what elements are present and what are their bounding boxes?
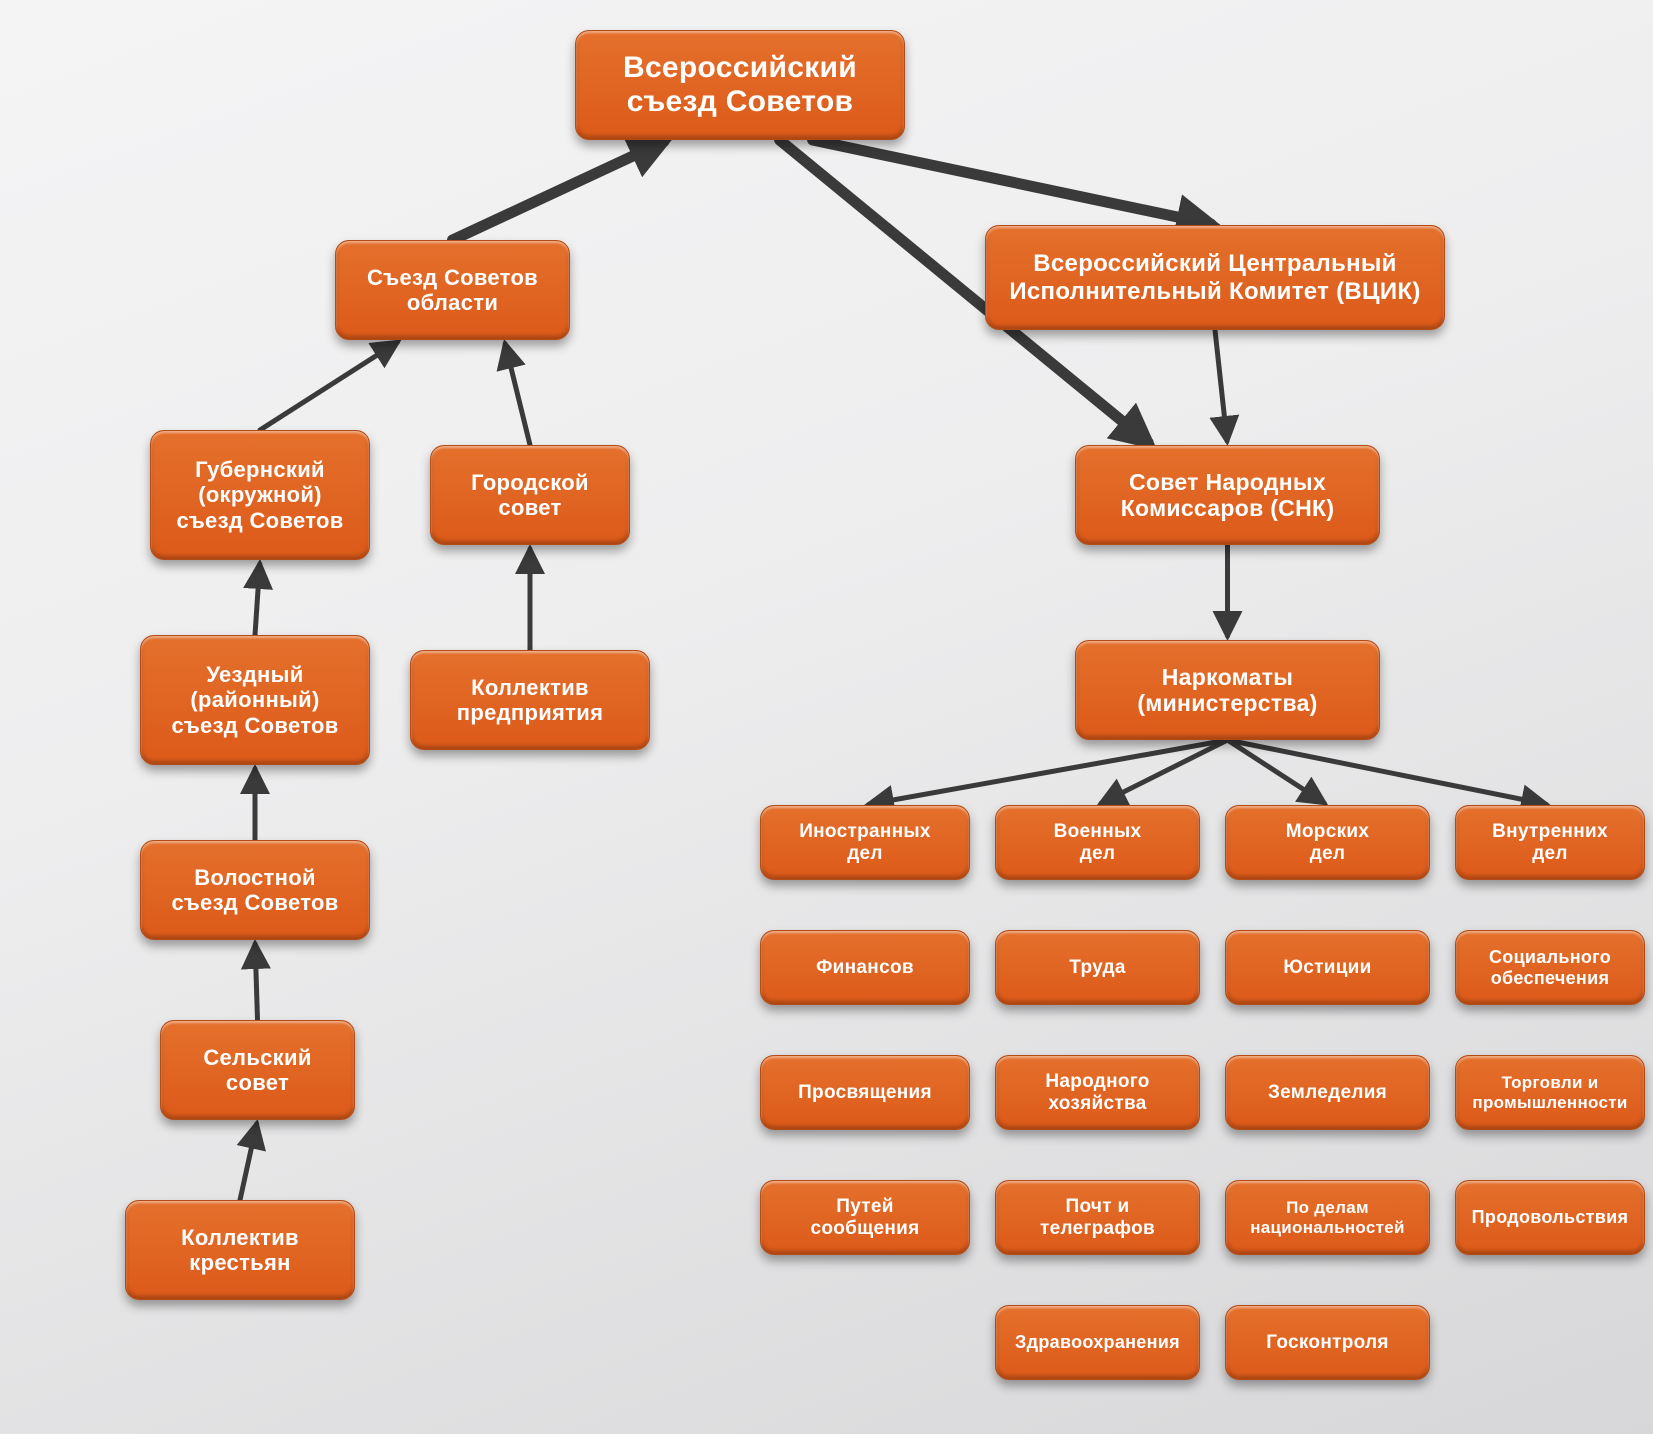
node-label: Социального обеспечения: [1489, 947, 1611, 988]
node-label: Юстиции: [1283, 957, 1371, 979]
node-m_puti: Путей сообщения: [760, 1180, 970, 1255]
node-label: Военных дел: [1054, 821, 1142, 865]
edge-gubern-oblast: [260, 342, 397, 430]
node-label: Внутренних дел: [1492, 821, 1608, 865]
edge-root-vcik: [813, 140, 1211, 224]
node-m_zdrav: Здравоохранения: [995, 1305, 1200, 1380]
node-m_narhoz: Народного хозяйства: [995, 1055, 1200, 1130]
node-m_morsk: Морских дел: [1225, 805, 1430, 880]
edge-uezd-gubern: [255, 564, 260, 635]
node-label: Путей сообщения: [810, 1196, 919, 1240]
node-gubern: Губернский (окружной) съезд Советов: [150, 430, 370, 560]
node-label: Торговли и промышленности: [1472, 1073, 1627, 1112]
node-label: Всероссийский Центральный Исполнительный…: [1009, 250, 1420, 305]
node-m_prosv: Просвящения: [760, 1055, 970, 1130]
edge-vcik-snk: [1215, 330, 1227, 441]
node-kollkrest: Коллектив крестьян: [125, 1200, 355, 1300]
node-label: Госконтроля: [1266, 1332, 1389, 1354]
node-label: Труда: [1069, 957, 1125, 979]
edge-gorod-oblast: [505, 344, 530, 445]
node-m_trud: Труда: [995, 930, 1200, 1005]
node-label: Городской совет: [471, 470, 589, 521]
node-m_vnutr: Внутренних дел: [1455, 805, 1645, 880]
edge-selsk-volost: [255, 944, 257, 1020]
edge-narkomaty-m_voen: [1101, 740, 1227, 803]
node-label: Губернский (окружной) съезд Советов: [176, 457, 343, 533]
node-m_voen: Военных дел: [995, 805, 1200, 880]
node-label: Коллектив крестьян: [181, 1225, 299, 1276]
node-root: Всероссийский съезд Советов: [575, 30, 905, 140]
node-label: Совет Народных Комиссаров (СНК): [1121, 469, 1335, 522]
node-label: Просвящения: [798, 1082, 932, 1104]
node-label: Сельский совет: [203, 1045, 311, 1096]
node-vcik: Всероссийский Центральный Исполнительный…: [985, 225, 1445, 330]
diagram-stage: Всероссийский съезд Советов Съезд Советов…: [0, 0, 1653, 1434]
node-label: Земледелия: [1268, 1082, 1387, 1104]
node-m_zeml: Земледелия: [1225, 1055, 1430, 1130]
node-m_soc: Социального обеспечения: [1455, 930, 1645, 1005]
node-label: Почт и телеграфов: [1040, 1196, 1155, 1240]
node-m_gosk: Госконтроля: [1225, 1305, 1430, 1380]
edge-narkomaty-m_morsk: [1228, 740, 1325, 803]
node-label: Съезд Советов области: [367, 265, 538, 316]
edge-narkomaty-m_vnutr: [1228, 740, 1547, 804]
node-narkomaty: Наркоматы (министерства): [1075, 640, 1380, 740]
node-volost: Волостной съезд Советов: [140, 840, 370, 940]
node-m_inostr: Иностранных дел: [760, 805, 970, 880]
node-label: Волостной съезд Советов: [171, 865, 338, 916]
node-label: Уездный (районный) съезд Советов: [171, 662, 338, 738]
node-label: Финансов: [816, 957, 914, 979]
edge-oblast-root: [453, 142, 664, 240]
node-label: Народного хозяйства: [1045, 1071, 1149, 1115]
node-label: Всероссийский съезд Советов: [623, 51, 857, 120]
node-snk: Совет Народных Комиссаров (СНК): [1075, 445, 1380, 545]
node-label: Наркоматы (министерства): [1137, 664, 1317, 717]
edge-kollkrest-selsk: [240, 1124, 257, 1200]
node-m_nacion: По делам национальностей: [1225, 1180, 1430, 1255]
node-label: По делам национальностей: [1250, 1198, 1405, 1237]
node-m_prod: Продовольствия: [1455, 1180, 1645, 1255]
edge-narkomaty-m_inostr: [869, 740, 1228, 804]
node-kollpred: Коллектив предприятия: [410, 650, 650, 750]
node-m_fin: Финансов: [760, 930, 970, 1005]
node-gorod: Городской совет: [430, 445, 630, 545]
node-label: Морских дел: [1286, 821, 1369, 865]
node-label: Продовольствия: [1472, 1207, 1629, 1228]
node-label: Коллектив предприятия: [457, 675, 603, 726]
node-m_just: Юстиции: [1225, 930, 1430, 1005]
node-selsk: Сельский совет: [160, 1020, 355, 1120]
node-label: Здравоохранения: [1015, 1332, 1180, 1353]
node-m_torg: Торговли и промышленности: [1455, 1055, 1645, 1130]
node-oblast: Съезд Советов области: [335, 240, 570, 340]
node-m_pocht: Почт и телеграфов: [995, 1180, 1200, 1255]
node-label: Иностранных дел: [799, 821, 931, 865]
node-uezd: Уездный (районный) съезд Советов: [140, 635, 370, 765]
